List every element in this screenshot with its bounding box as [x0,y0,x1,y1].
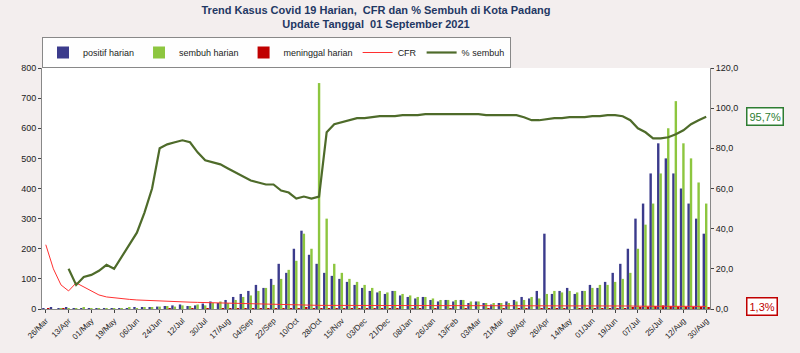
svg-text:120,0: 120,0 [716,63,739,73]
svg-text:01/May: 01/May [71,316,96,341]
svg-text:300: 300 [21,214,36,224]
svg-text:25/Jul: 25/Jul [643,316,665,338]
svg-text:700: 700 [21,93,36,103]
svg-text:800: 800 [21,63,36,73]
svg-text:21/Dec: 21/Dec [367,316,391,340]
svg-text:12/Aug: 12/Aug [663,316,687,340]
svg-text:100: 100 [21,274,36,284]
svg-text:03/Mar: 03/Mar [459,316,483,340]
svg-text:30/Aug: 30/Aug [686,316,710,340]
svg-text:26/Mar: 26/Mar [26,316,50,340]
svg-text:meninggal harian: meninggal harian [284,48,353,58]
svg-text:21/Mar: 21/Mar [482,316,506,340]
svg-text:CFR: CFR [398,48,417,58]
svg-text:80,0: 80,0 [716,143,734,153]
svg-text:15/Nov: 15/Nov [322,316,346,340]
svg-text:500: 500 [21,154,36,164]
svg-text:04/Sep: 04/Sep [231,316,256,341]
svg-text:22/Sep: 22/Sep [253,316,278,341]
svg-text:17/Aug: 17/Aug [208,316,232,340]
svg-text:14/May: 14/May [549,316,574,341]
svg-text:08/Jan: 08/Jan [391,316,414,339]
svg-text:03/Dec: 03/Dec [345,316,369,340]
svg-text:13/Apr: 13/Apr [50,316,73,339]
svg-text:40,0: 40,0 [716,224,734,234]
svg-text:26/Apr: 26/Apr [528,316,551,339]
svg-text:sembuh harian: sembuh harian [179,48,239,58]
svg-text:400: 400 [21,184,36,194]
svg-text:08/Apr: 08/Apr [505,316,528,339]
svg-text:01/Jun: 01/Jun [573,316,596,339]
svg-text:600: 600 [21,123,36,133]
svg-text:200: 200 [21,244,36,254]
svg-text:100,0: 100,0 [716,103,739,113]
svg-text:positif harian: positif harian [83,48,134,58]
svg-text:Trend Kasus Covid 19 Harian,: Trend Kasus Covid 19 Harian, CFR dan % S… [201,4,550,30]
svg-text:95,7%: 95,7% [750,111,781,123]
svg-text:28/Oct: 28/Oct [300,316,324,340]
svg-text:26/Jan: 26/Jan [414,316,437,339]
svg-text:19/Jun: 19/Jun [596,316,619,339]
svg-text:12/Jul: 12/Jul [165,316,187,338]
svg-text:1,3%: 1,3% [750,301,775,313]
svg-text:19/May: 19/May [93,316,118,341]
svg-text:20,0: 20,0 [716,264,734,274]
svg-text:30/Jul: 30/Jul [188,316,210,338]
svg-text:% sembuh: % sembuh [462,48,505,58]
svg-text:24/Jun: 24/Jun [141,316,164,339]
svg-text:06/Jun: 06/Jun [118,316,141,339]
svg-text:60,0: 60,0 [716,184,734,194]
svg-text:0,0: 0,0 [716,304,729,314]
svg-text:0: 0 [31,304,36,314]
svg-text:13/Feb: 13/Feb [436,316,460,340]
svg-text:07/Jul: 07/Jul [621,316,643,338]
svg-text:10/Oct: 10/Oct [278,316,302,340]
